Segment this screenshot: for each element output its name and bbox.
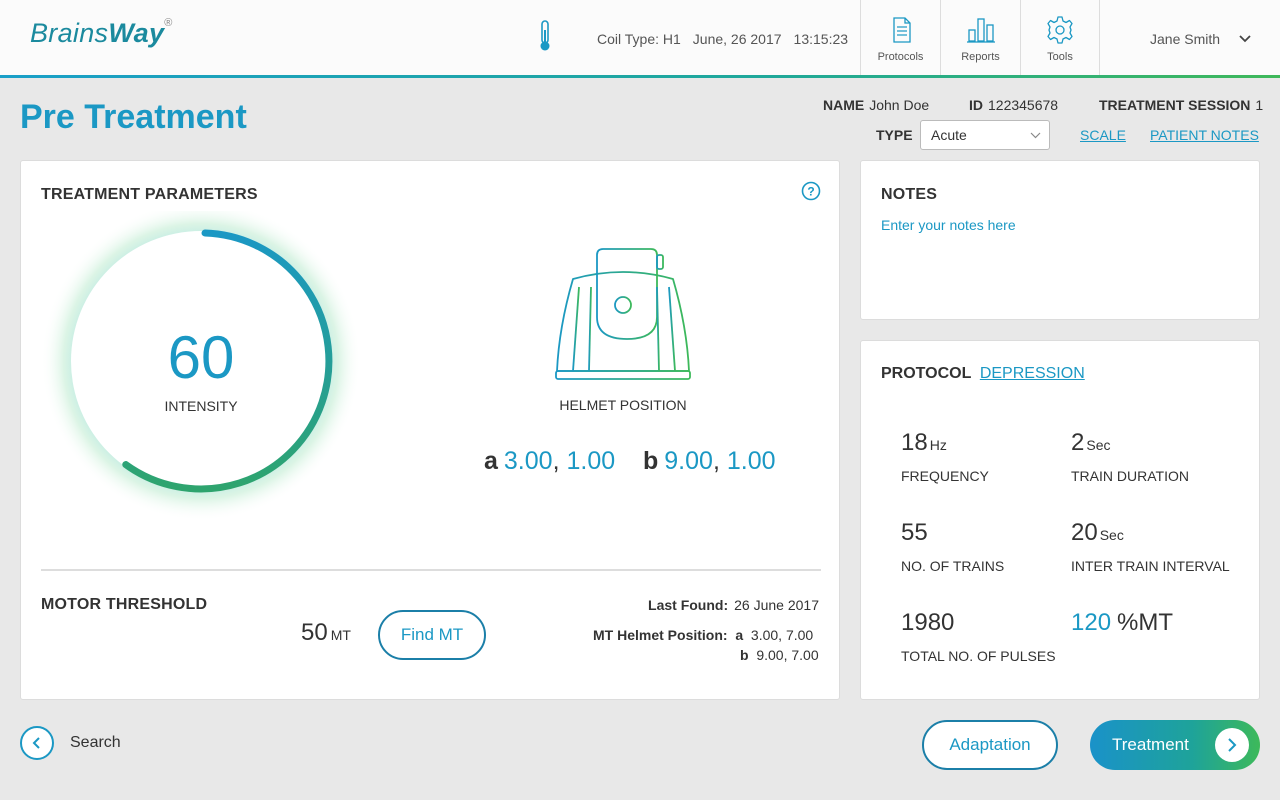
helmet-icon xyxy=(555,248,691,380)
frequency-label: FREQUENCY xyxy=(901,468,989,484)
patient-id: ID 122345678 xyxy=(969,97,1059,113)
helmet-coord-b: b 9.00, 1.00 xyxy=(643,447,776,475)
user-name[interactable]: Jane Smith xyxy=(1150,31,1221,47)
patient-notes-link[interactable]: PATIENT NOTES xyxy=(1150,127,1259,143)
motor-threshold-title: MOTOR THRESHOLD xyxy=(41,596,208,613)
scale-link[interactable]: SCALE xyxy=(1080,127,1126,143)
total-pulses-value: 1980 xyxy=(901,609,955,636)
intensity-gauge xyxy=(41,211,361,521)
nav-reports-label: Reports xyxy=(961,51,1000,63)
frequency-value: 18 Hz xyxy=(901,429,947,456)
train-duration-label: TRAIN DURATION xyxy=(1071,468,1189,484)
inter-train-interval-label: INTER TRAIN INTERVAL xyxy=(1071,558,1230,574)
brainsway-logo: BrainsWay® xyxy=(30,17,173,48)
find-mt-button[interactable]: Find MT xyxy=(378,610,486,660)
train-duration-value: 2 Sec xyxy=(1071,429,1111,456)
mt-percent-value: 120 %MT xyxy=(1071,609,1174,636)
intensity-label: INTENSITY xyxy=(164,398,238,414)
type-label: TYPE xyxy=(876,127,913,143)
protocol-title: PROTOCOL DEPRESSION xyxy=(881,365,1085,382)
gear-icon xyxy=(1047,16,1073,44)
intensity-value: 60 xyxy=(167,324,235,391)
protocol-name-link[interactable]: DEPRESSION xyxy=(979,365,1085,382)
last-found: Last Found: 26 June 2017 xyxy=(648,597,819,613)
coil-status: Coil Type: H1 June, 26 2017 13:15:23 xyxy=(597,31,848,47)
chevron-right-icon xyxy=(1228,738,1237,752)
app-header: BrainsWay® Coil Type: H1 June, 26 2017 13:… xyxy=(0,0,1280,78)
chevron-down-icon[interactable] xyxy=(1238,33,1252,45)
chevron-left-icon xyxy=(32,737,40,749)
protocol-card: PROTOCOL DEPRESSION 18 Hz FREQUENCY 2 Sec … xyxy=(860,340,1260,700)
patient-name: NAME John Doe xyxy=(823,97,930,113)
help-icon[interactable]: ? xyxy=(801,181,821,201)
notes-card[interactable]: NOTES Enter your notes here xyxy=(860,160,1260,320)
back-button[interactable] xyxy=(20,726,54,760)
mt-helmet-position: MT Helmet Position: a 3.00, 7.00 b 9.00,… xyxy=(593,627,819,663)
helmet-coord-a: a 3.00, 1.00 xyxy=(484,447,616,475)
current-date: June, 26 2017 xyxy=(692,31,782,47)
nav-protocols[interactable]: Protocols xyxy=(860,0,940,75)
treatment-parameters-card: TREATMENT PARAMETERS ? 60 INTENSITY xyxy=(20,160,840,700)
intensity-arc xyxy=(122,229,333,493)
nav-tools[interactable]: Tools xyxy=(1020,0,1100,75)
treatment-arrow[interactable] xyxy=(1215,728,1249,762)
nav-protocols-label: Protocols xyxy=(877,51,924,63)
total-pulses-label: TOTAL NO. OF PULSES xyxy=(901,648,1056,664)
coil-type: Coil Type: H1 xyxy=(597,31,681,47)
notes-title: NOTES xyxy=(881,186,938,203)
document-icon xyxy=(892,17,911,43)
search-link[interactable]: Search xyxy=(70,734,121,751)
current-time: 13:15:23 xyxy=(793,31,849,47)
thermometer-icon[interactable] xyxy=(536,20,554,52)
type-select-value: Acute xyxy=(931,127,967,143)
treatment-session: TREATMENT SESSION 1 xyxy=(1099,97,1264,113)
trains-label: NO. OF TRAINS xyxy=(901,558,1005,574)
notes-input-placeholder[interactable]: Enter your notes here xyxy=(881,217,1016,233)
bar-chart-icon xyxy=(966,18,995,43)
chevron-down-icon xyxy=(1030,132,1041,139)
nav-tools-label: Tools xyxy=(1047,51,1073,63)
nav-reports[interactable]: Reports xyxy=(940,0,1020,75)
inter-train-interval-value: 20 Sec xyxy=(1071,519,1124,546)
adaptation-button[interactable]: Adaptation xyxy=(922,720,1058,770)
section-divider xyxy=(41,569,821,571)
motor-threshold-value: 50 MT xyxy=(301,619,351,646)
treatment-parameters-title: TREATMENT PARAMETERS xyxy=(41,186,258,203)
type-select[interactable]: Acute xyxy=(920,120,1050,150)
page-title: Pre Treatment xyxy=(20,98,247,136)
svg-text:?: ? xyxy=(807,185,814,199)
helmet-position-label: HELMET POSITION xyxy=(559,397,687,413)
trains-value: 55 xyxy=(901,519,928,546)
